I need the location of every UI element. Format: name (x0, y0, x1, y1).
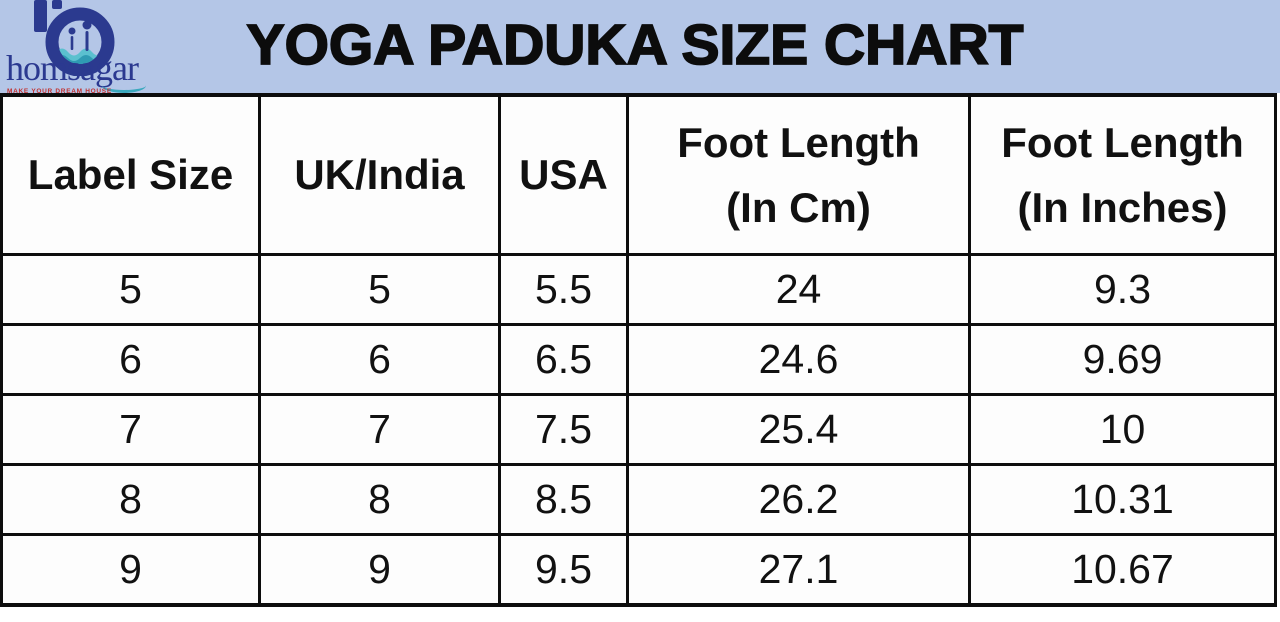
header-text: (In Inches) (1017, 184, 1228, 231)
table-cell: 6.5 (498, 323, 629, 396)
title-banner: YOGA PADUKA SIZE CHART homsagar MAKE YOU… (0, 0, 1280, 95)
table-cell: 8.5 (498, 463, 629, 536)
table-cell: 26.2 (626, 463, 971, 536)
table-row: 5 5 5.5 24 9.3 (0, 253, 1277, 326)
table-row: 6 6 6.5 24.6 9.69 (0, 323, 1277, 396)
header-text: (In Cm) (726, 184, 871, 231)
header-text: UK/India (294, 151, 465, 199)
table-row: 9 9 9.5 27.1 10.67 (0, 533, 1277, 607)
table-cell: 5 (0, 253, 261, 326)
table-cell: 7.5 (498, 393, 629, 466)
header-text: Label Size (27, 151, 234, 199)
header-text: USA (519, 151, 608, 199)
table-cell: 9 (258, 533, 501, 607)
homsagar-logo-icon (34, 0, 115, 76)
table-cell: 9.3 (968, 253, 1277, 326)
table-cell: 9.69 (968, 323, 1277, 396)
table-cell: 25.4 (626, 393, 971, 466)
table-cell: 9.5 (498, 533, 629, 607)
header-cell-usa: USA (498, 93, 629, 256)
table-cell: 6 (0, 323, 261, 396)
table-cell: 6 (258, 323, 501, 396)
header-cell-foot-length-inches: Foot Length (In Inches) (968, 93, 1277, 256)
table-cell: 5 (258, 253, 501, 326)
table-cell: 5.5 (498, 253, 629, 326)
table-cell: 10.31 (968, 463, 1277, 536)
table-row: 8 8 8.5 26.2 10.31 (0, 463, 1277, 536)
brand-swoosh-icon (102, 78, 146, 93)
table-cell: 10.67 (968, 533, 1277, 607)
table-row: 7 7 7.5 25.4 10 (0, 393, 1277, 466)
table-cell: 27.1 (626, 533, 971, 607)
table-header-row: Label Size UK/India USA Foot Length (In … (0, 93, 1277, 256)
header-text: Foot Length (1001, 118, 1244, 166)
table-cell: 10 (968, 393, 1277, 466)
table-cell: 24 (626, 253, 971, 326)
table-cell: 8 (0, 463, 261, 536)
brand-tagline: MAKE YOUR DREAM HOUSE (7, 88, 112, 95)
table-cell: 8 (258, 463, 501, 536)
page-title: YOGA PADUKA SIZE CHART (246, 12, 1025, 78)
table-cell: 7 (258, 393, 501, 466)
size-chart-table: Label Size UK/India USA Foot Length (In … (0, 93, 1277, 607)
header-text: Foot Length (677, 118, 920, 166)
header-cell-foot-length-cm: Foot Length (In Cm) (626, 93, 971, 256)
table-cell: 24.6 (626, 323, 971, 396)
table-cell: 9 (0, 533, 261, 607)
table-cell: 7 (0, 393, 261, 466)
header-cell-uk-india: UK/India (258, 93, 501, 256)
homsagar-logo: homsagar MAKE YOUR DREAM HOUSE (4, 0, 174, 104)
header-cell-label-size: Label Size (0, 93, 261, 256)
